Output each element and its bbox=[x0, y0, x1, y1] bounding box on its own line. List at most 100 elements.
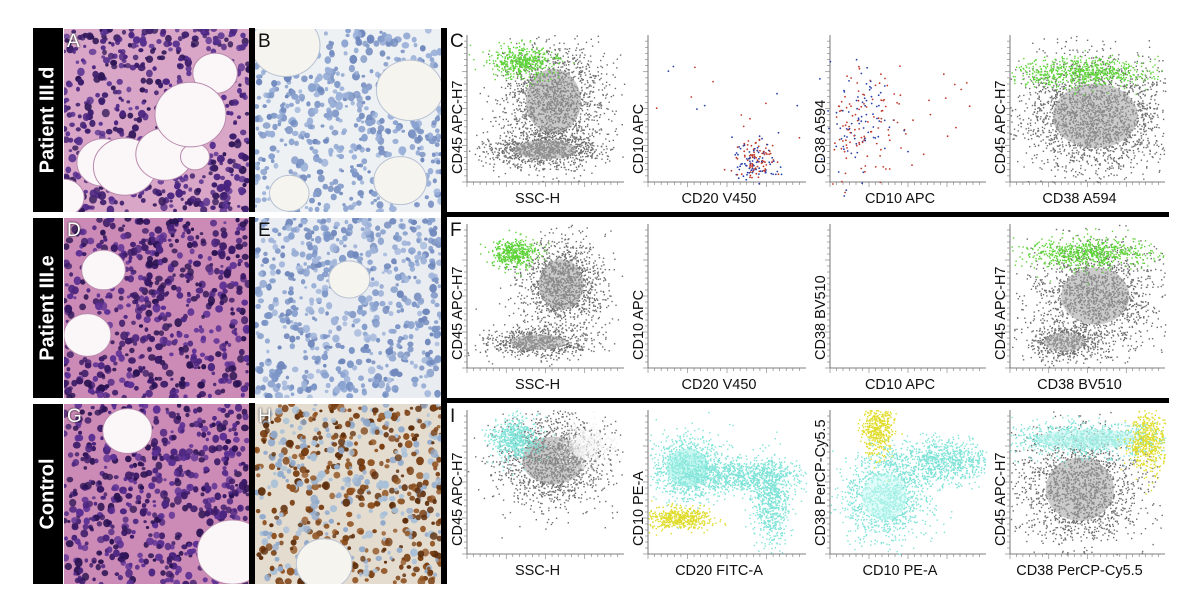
cell-nucleus bbox=[296, 480, 304, 487]
cell-nucleus bbox=[121, 394, 127, 398]
cell-nucleus bbox=[407, 345, 414, 353]
cell-nucleus bbox=[300, 463, 305, 467]
cell-nucleus bbox=[395, 124, 402, 132]
cell-nucleus bbox=[304, 286, 308, 289]
event-dot bbox=[503, 108, 506, 110]
event-dot bbox=[576, 35, 578, 37]
event-dot bbox=[612, 62, 615, 64]
event-dot bbox=[531, 124, 533, 126]
cell-nucleus bbox=[420, 525, 426, 533]
cell-nucleus bbox=[265, 284, 270, 289]
cell-nucleus bbox=[401, 557, 405, 561]
cell-nucleus bbox=[190, 355, 198, 364]
cell-nucleus bbox=[75, 250, 83, 257]
cell-nucleus bbox=[213, 173, 221, 181]
cell-nucleus bbox=[269, 565, 275, 571]
event-dot bbox=[549, 47, 551, 49]
cell-nucleus bbox=[321, 284, 329, 292]
cell-nucleus bbox=[335, 494, 340, 499]
cell-nucleus bbox=[412, 381, 418, 388]
event-dot bbox=[590, 85, 592, 87]
cell-nucleus bbox=[437, 284, 441, 289]
cell-nucleus bbox=[301, 136, 305, 140]
cell-nucleus bbox=[167, 323, 173, 328]
cell-nucleus bbox=[427, 420, 432, 426]
cell-nucleus bbox=[141, 467, 146, 471]
cell-nucleus bbox=[364, 221, 372, 229]
cell-nucleus bbox=[64, 357, 70, 365]
cell-nucleus bbox=[314, 100, 321, 109]
cell-nucleus bbox=[378, 497, 383, 503]
fat-vacuole bbox=[375, 59, 441, 121]
cell-nucleus bbox=[64, 372, 71, 379]
cell-nucleus bbox=[219, 343, 227, 351]
cell-nucleus bbox=[301, 472, 309, 478]
cell-nucleus bbox=[117, 244, 125, 252]
cell-nucleus bbox=[413, 275, 417, 280]
cell-nucleus bbox=[145, 55, 154, 63]
event-dot bbox=[580, 67, 582, 69]
cell-nucleus bbox=[335, 71, 340, 76]
cell-nucleus bbox=[187, 542, 192, 548]
cell-nucleus bbox=[366, 236, 372, 242]
cell-nucleus bbox=[121, 58, 127, 64]
event-dot bbox=[513, 94, 516, 96]
cell-nucleus bbox=[211, 182, 218, 188]
cell-nucleus bbox=[401, 451, 408, 458]
event-dot bbox=[522, 78, 524, 80]
event-dot bbox=[582, 159, 585, 161]
cell-nucleus bbox=[181, 190, 186, 195]
cell-nucleus bbox=[114, 536, 122, 544]
cell-nucleus bbox=[284, 563, 291, 570]
cell-nucleus bbox=[214, 267, 220, 275]
cell-nucleus bbox=[317, 158, 323, 164]
cell-nucleus bbox=[302, 447, 309, 456]
cell-nucleus bbox=[429, 249, 435, 254]
cell-nucleus bbox=[150, 236, 157, 244]
cell-nucleus bbox=[404, 440, 413, 449]
cell-nucleus bbox=[424, 338, 431, 346]
cell-nucleus bbox=[422, 472, 430, 480]
cell-nucleus bbox=[392, 120, 399, 126]
event-dot bbox=[514, 156, 517, 158]
cell-nucleus bbox=[213, 338, 220, 344]
event-dot bbox=[546, 59, 548, 62]
event-dot bbox=[507, 101, 509, 104]
cell-nucleus bbox=[329, 100, 336, 109]
event-dot bbox=[512, 91, 514, 93]
cell-nucleus bbox=[72, 425, 79, 431]
event-dot bbox=[517, 99, 519, 101]
cell-nucleus bbox=[304, 369, 309, 374]
event-dot bbox=[553, 44, 555, 46]
event-dot bbox=[571, 160, 573, 162]
cell-nucleus bbox=[269, 145, 277, 152]
cell-nucleus bbox=[73, 296, 77, 300]
event-dot bbox=[614, 87, 617, 90]
cell-nucleus bbox=[113, 200, 118, 205]
cell-nucleus bbox=[211, 205, 216, 210]
cell-nucleus bbox=[106, 29, 113, 33]
event-dot bbox=[592, 81, 595, 84]
event-dot bbox=[557, 168, 559, 171]
cell-nucleus bbox=[429, 332, 434, 337]
cell-nucleus bbox=[199, 507, 203, 512]
cell-nucleus bbox=[99, 74, 106, 81]
cell-nucleus bbox=[342, 244, 347, 248]
cell-nucleus bbox=[106, 473, 113, 481]
cell-nucleus bbox=[433, 572, 438, 577]
event-dot bbox=[505, 118, 508, 120]
cell-nucleus bbox=[237, 355, 245, 363]
event-dot bbox=[572, 54, 574, 57]
cell-nucleus bbox=[180, 316, 187, 323]
cell-nucleus bbox=[332, 529, 338, 536]
event-dot bbox=[508, 139, 510, 142]
cell-nucleus bbox=[393, 477, 401, 485]
event-dot bbox=[577, 43, 579, 45]
cell-nucleus bbox=[427, 577, 435, 584]
cell-nucleus bbox=[92, 375, 99, 382]
cell-nucleus bbox=[362, 568, 370, 577]
cell-nucleus bbox=[229, 133, 237, 140]
cell-nucleus bbox=[187, 340, 194, 347]
cell-nucleus bbox=[269, 278, 276, 284]
cell-nucleus bbox=[421, 383, 427, 389]
